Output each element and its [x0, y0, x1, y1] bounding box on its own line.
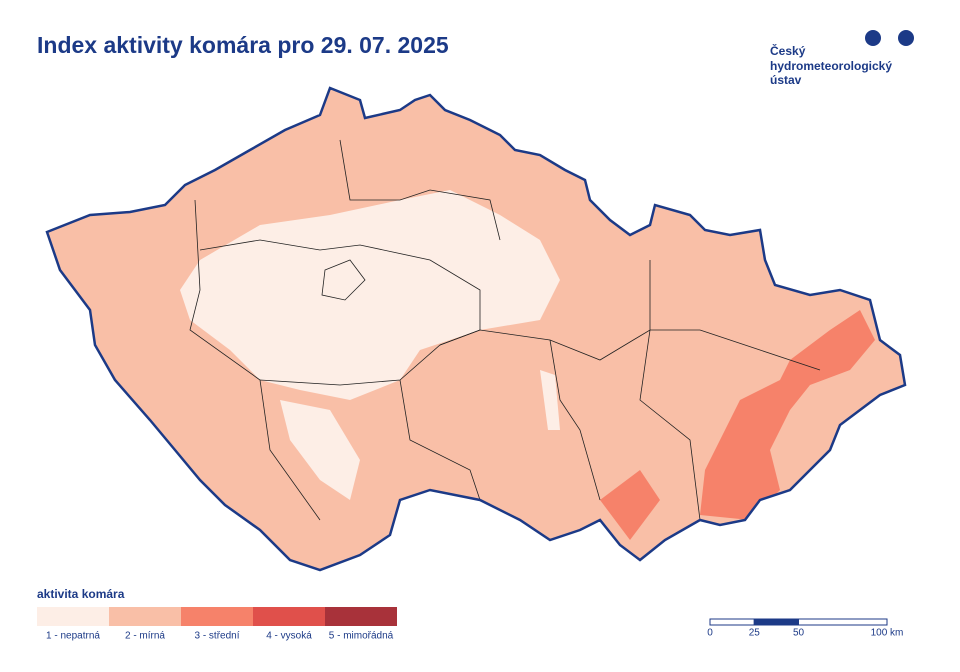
legend-title: aktivita komára [37, 587, 125, 601]
region-borders [189, 139, 821, 521]
scale-segment [709, 618, 755, 626]
legend-swatch [325, 607, 397, 626]
legend: aktivita komára 1 - nepatrná 2 - mírná 3 -… [37, 587, 397, 642]
legend-label: 5 - mimořádná [329, 631, 394, 642]
legend-swatch [253, 607, 325, 626]
scale-label: 25 [749, 628, 761, 639]
legend-swatch [181, 607, 253, 626]
legend-label: 2 - mírná [125, 631, 165, 642]
map [47, 88, 905, 570]
legend-label: 3 - střední [194, 631, 239, 642]
scale-segment [753, 618, 799, 626]
logo-dot [865, 30, 881, 46]
scale-bar: 0 25 50 100 km [707, 618, 904, 639]
medium-activity-area [700, 310, 875, 520]
low-activity-area [540, 370, 560, 430]
legend-swatch [109, 607, 181, 626]
logo-text: Český [770, 43, 806, 58]
scale-label: 0 [707, 628, 713, 639]
legend-label: 4 - vysoká [266, 631, 312, 642]
logo-text: hydrometeorologický [770, 59, 892, 73]
logo-text: ústav [770, 73, 802, 87]
legend-swatch [37, 607, 109, 626]
legend-label: 1 - nepatrná [46, 631, 100, 642]
logo-dot [898, 30, 914, 46]
scale-label: 50 [793, 628, 805, 639]
low-activity-area [280, 400, 360, 500]
scale-segment [798, 618, 888, 626]
map-title: Index aktivity komára pro 29. 07. 2025 [37, 32, 449, 58]
logo: Český hydrometeorologický ústav [770, 30, 914, 87]
scale-label: 100 km [871, 628, 904, 639]
medium-activity-area [600, 470, 660, 540]
